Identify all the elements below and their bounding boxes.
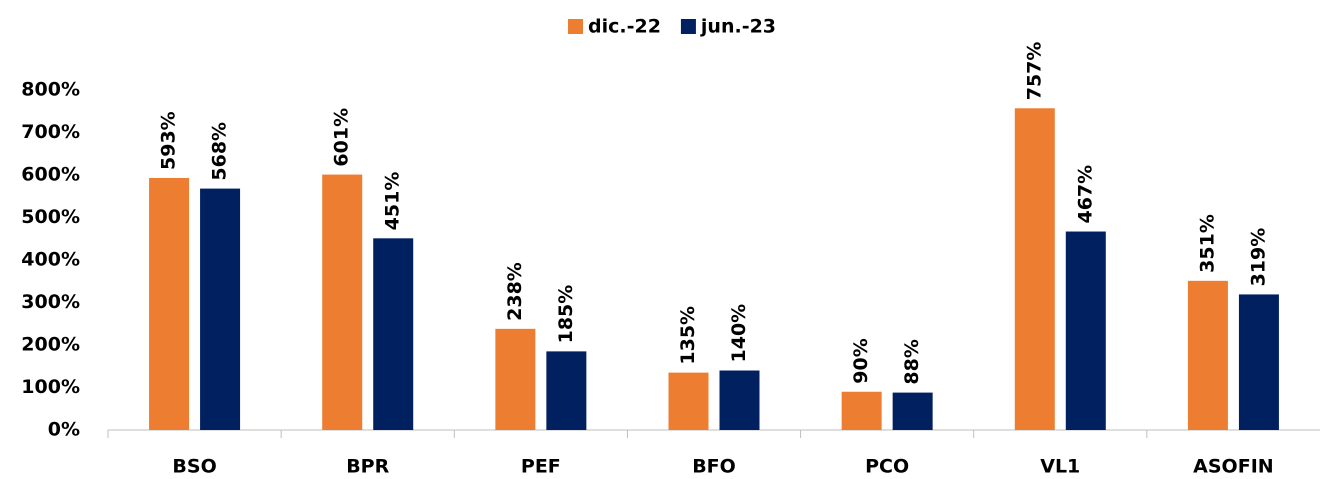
y-tick-label: 100% [21,376,80,398]
y-tick-label: 300% [21,291,80,313]
value-label: 593% [158,111,180,170]
y-tick-label: 200% [21,334,80,356]
bar [546,351,587,430]
bar [1187,280,1228,430]
bar [719,370,760,430]
legend-swatch [568,19,583,34]
value-label: 90% [850,338,872,383]
value-label: 238% [504,262,526,321]
bar [322,174,363,430]
bar [149,177,190,430]
x-tick-label: BPR [346,456,389,478]
bar [892,392,933,430]
bar [841,391,882,430]
x-tick-label: ASOFIN [1193,456,1274,478]
bar [1065,231,1106,430]
value-label: 568% [209,122,231,181]
bar [1238,294,1279,430]
x-tick-label: VL1 [1040,456,1080,478]
bar [200,188,241,430]
y-tick-label: 500% [21,206,80,228]
value-label: 319% [1247,228,1269,287]
value-label: 467% [1074,165,1096,224]
value-label: 601% [331,108,353,167]
x-tick-label: BFO [692,456,736,478]
legend-swatch [680,19,696,34]
legend-label: dic.-22 [588,16,661,38]
bar [373,238,414,430]
value-label: 757% [1023,42,1045,101]
y-tick-label: 700% [21,121,80,143]
y-tick-label: 400% [21,249,80,271]
y-tick-label: 0% [48,419,80,441]
value-label: 185% [555,285,577,344]
value-label: 135% [677,306,699,365]
value-label: 351% [1196,214,1218,273]
y-tick-label: 800% [21,79,80,101]
x-tick-label: BSO [172,456,216,478]
x-tick-label: PCO [865,456,909,478]
legend-label: jun.-23 [700,16,776,38]
bar [1014,108,1055,431]
x-tick-label: PEF [521,456,561,478]
value-label: 451% [382,172,404,231]
bar [495,328,536,430]
value-label: 140% [728,304,750,363]
value-label: 88% [901,339,923,384]
bar [668,372,709,430]
y-tick-label: 600% [21,164,80,186]
